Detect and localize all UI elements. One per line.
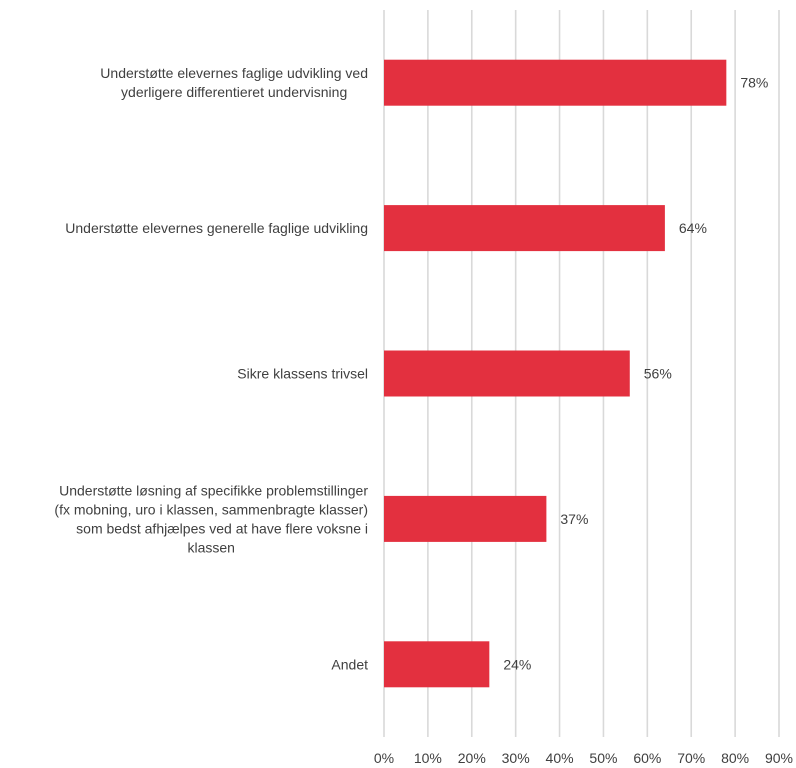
- category-label-line: Understøtte løsning af specifikke proble…: [59, 482, 368, 498]
- category-label: Understøtte elevernes generelle faglige …: [65, 220, 368, 236]
- category-label-line: Understøtte elevernes faglige udvikling …: [100, 65, 368, 81]
- data-label: 37%: [560, 511, 588, 527]
- bar-layer: [384, 59, 727, 688]
- category-label-line: klassen: [187, 539, 234, 555]
- category-label: Understøtte løsning af specifikke proble…: [54, 482, 368, 555]
- bar: [384, 495, 547, 542]
- x-tick-label: 20%: [458, 750, 486, 766]
- x-tick-label: 90%: [765, 750, 793, 766]
- tick-layer: 0% 10% 20% 30% 40% 50% 60% 70% 80% 90%: [374, 750, 793, 766]
- x-tick-label: 50%: [589, 750, 617, 766]
- bar: [384, 350, 630, 397]
- x-tick-label: 70%: [677, 750, 705, 766]
- category-label: Andet: [331, 656, 368, 672]
- category-label-line: Andet: [331, 656, 368, 672]
- bar: [384, 59, 727, 106]
- x-tick-label: 10%: [414, 750, 442, 766]
- data-label: 78%: [740, 75, 768, 91]
- data-label: 24%: [503, 656, 531, 672]
- data-label: 64%: [679, 220, 707, 236]
- category-label-line: Understøtte elevernes generelle faglige …: [65, 220, 368, 236]
- x-tick-label: 80%: [721, 750, 749, 766]
- category-label-line: (fx mobning, uro i klassen, sammenbragte…: [54, 501, 368, 517]
- label-layer: 78% Understøtte elevernes faglige udvikli…: [54, 65, 768, 672]
- category-label: Sikre klassens trivsel: [237, 366, 368, 382]
- x-tick-label: 0%: [374, 750, 394, 766]
- x-tick-label: 40%: [546, 750, 574, 766]
- bar: [384, 641, 490, 688]
- data-label: 56%: [644, 366, 672, 382]
- bar: [384, 205, 665, 252]
- category-label: Understøtte elevernes faglige udvikling …: [100, 65, 368, 100]
- x-tick-label: 60%: [633, 750, 661, 766]
- category-label-line: yderligere differentieret undervisning: [121, 84, 347, 100]
- x-tick-label: 30%: [502, 750, 530, 766]
- category-label-line: som bedst afhjælpes ved at have flere vo…: [76, 520, 368, 536]
- category-label-line: Sikre klassens trivsel: [237, 366, 368, 382]
